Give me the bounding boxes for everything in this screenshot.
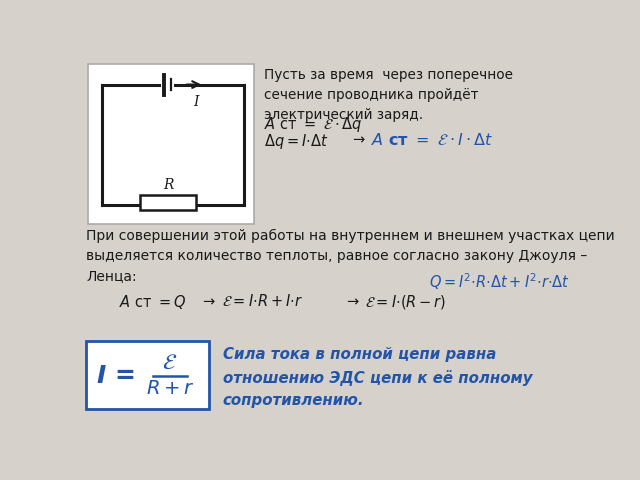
- Text: $\rightarrow$: $\rightarrow$: [200, 293, 216, 308]
- Text: R: R: [163, 178, 173, 192]
- Text: При совершении этой работы на внутреннем и внешнем участках цепи
выделяется коли: При совершении этой работы на внутреннем…: [86, 228, 615, 283]
- Text: $\mathcal{E} = I{\cdot}R+ I{\cdot}r$: $\mathcal{E} = I{\cdot}R+ I{\cdot}r$: [222, 293, 303, 309]
- Text: $\it{A}$ ст $= \ \mathcal{E} \cdot \Delta q$: $\it{A}$ ст $= \ \mathcal{E} \cdot \Delt…: [264, 115, 363, 133]
- Text: $\rightarrow$: $\rightarrow$: [349, 132, 366, 146]
- Text: $\Delta q = I{\cdot}\Delta t$: $\Delta q = I{\cdot}\Delta t$: [264, 132, 329, 151]
- Text: $\bfit{I}$ =: $\bfit{I}$ =: [95, 364, 134, 388]
- Bar: [86, 341, 209, 408]
- Text: $\mathcal{E} = I{\cdot}(R - r)$: $\mathcal{E} = I{\cdot}(R - r)$: [365, 293, 447, 311]
- Text: I: I: [193, 95, 198, 108]
- Text: Пусть за время  через поперечное
сечение проводника пройдёт
электрический заряд.: Пусть за время через поперечное сечение …: [264, 68, 513, 122]
- Text: $\it{A}$ ст $= Q$: $\it{A}$ ст $= Q$: [119, 293, 186, 311]
- Text: $\it{A}$ ст $= \ \mathcal{E} \cdot \it{I} \cdot \Delta t$: $\it{A}$ ст $= \ \mathcal{E} \cdot \it{I…: [371, 132, 494, 147]
- Text: $\mathcal{E}$: $\mathcal{E}$: [163, 353, 177, 373]
- Text: $\rightarrow$: $\rightarrow$: [344, 293, 360, 308]
- Text: $R+r$: $R+r$: [146, 380, 194, 398]
- Text: Сила тока в полной цепи равна
отношению ЭДС цепи к её полному
сопротивлению.: Сила тока в полной цепи равна отношению …: [223, 347, 532, 408]
- Bar: [88, 64, 254, 224]
- Text: $Q = I^2{\cdot}R{\cdot}\Delta t + I^2{\cdot}r{\cdot}\Delta t$: $Q = I^2{\cdot}R{\cdot}\Delta t + I^2{\c…: [429, 272, 570, 292]
- Bar: [140, 195, 196, 210]
